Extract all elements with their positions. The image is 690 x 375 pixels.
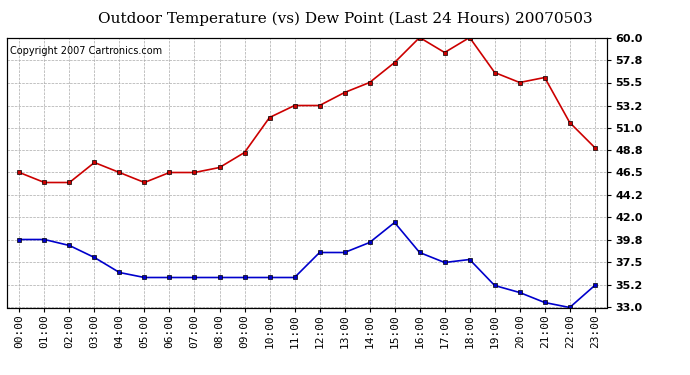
Text: Copyright 2007 Cartronics.com: Copyright 2007 Cartronics.com xyxy=(10,46,162,56)
Text: Outdoor Temperature (vs) Dew Point (Last 24 Hours) 20070503: Outdoor Temperature (vs) Dew Point (Last… xyxy=(98,11,592,26)
